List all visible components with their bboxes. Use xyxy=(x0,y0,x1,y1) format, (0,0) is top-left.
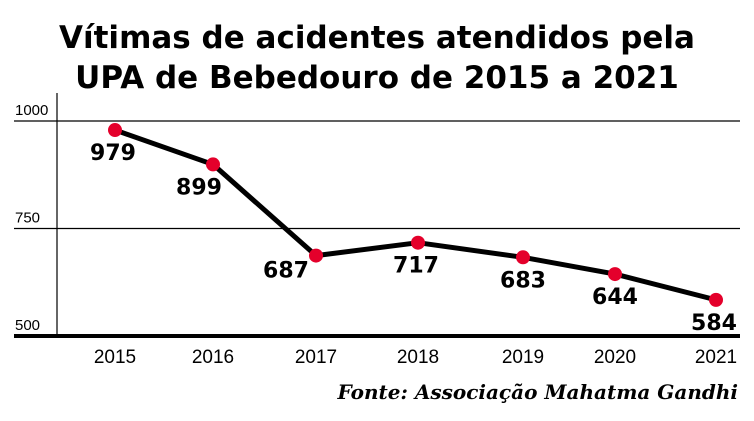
source-note: Fonte: Associação Mahatma Gandhi xyxy=(337,380,738,404)
data-point xyxy=(709,292,723,307)
x-tick-label: 2019 xyxy=(502,347,544,368)
y-tick-label: 500 xyxy=(15,317,40,334)
data-point xyxy=(608,267,622,282)
x-tick-label: 2015 xyxy=(94,347,136,368)
x-tick-label: 2021 xyxy=(695,347,737,368)
x-tick-label: 2016 xyxy=(192,347,234,368)
data-label: 687 xyxy=(263,259,309,284)
data-point xyxy=(108,123,122,138)
chart-title-line-1: Vítimas de acidentes atendidos pela xyxy=(59,20,695,56)
data-point xyxy=(516,250,530,265)
data-label: 899 xyxy=(176,175,222,200)
x-tick-label: 2017 xyxy=(295,347,337,368)
data-label: 584 xyxy=(691,311,737,336)
data-label: 717 xyxy=(393,254,439,279)
y-tick-label: 1000 xyxy=(15,102,48,119)
x-tick-label: 2018 xyxy=(397,347,439,368)
data-point xyxy=(206,157,220,172)
chart-title-line-2: UPA de Bebedouro de 2015 a 2021 xyxy=(75,60,679,96)
data-label: 979 xyxy=(90,141,136,166)
data-point xyxy=(411,235,425,250)
data-point xyxy=(309,248,323,263)
data-label: 644 xyxy=(592,285,638,310)
data-label: 683 xyxy=(500,268,546,293)
x-tick-label: 2020 xyxy=(594,347,636,368)
y-tick-label: 750 xyxy=(15,210,40,227)
